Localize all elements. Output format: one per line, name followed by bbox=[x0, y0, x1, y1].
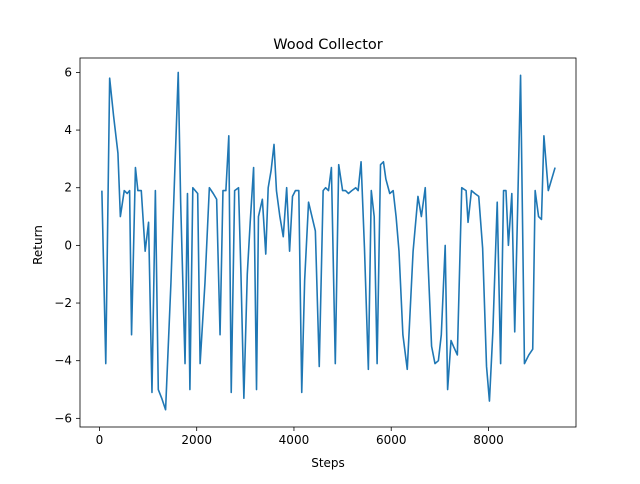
x-tick-label: 8000 bbox=[473, 433, 504, 447]
y-axis-label: Return bbox=[31, 225, 45, 265]
chart-title: Wood Collector bbox=[273, 37, 383, 53]
y-tick-label: −6 bbox=[54, 411, 72, 425]
x-tick-label: 2000 bbox=[181, 433, 212, 447]
y-tick-label: −2 bbox=[54, 296, 72, 310]
axes: 0 2000 4000 6000 8000 −6 −4 −2 0 2 4 6 bbox=[54, 57, 577, 447]
x-tick-label: 4000 bbox=[279, 433, 310, 447]
y-tick-label: 6 bbox=[64, 65, 72, 79]
x-tick-label: 0 bbox=[96, 433, 104, 447]
series-line-0 bbox=[101, 71, 556, 411]
axes-frame bbox=[79, 57, 577, 428]
y-tick-label: 0 bbox=[64, 238, 72, 252]
y-tick-label: 4 bbox=[64, 123, 72, 137]
plot-area bbox=[101, 71, 556, 411]
x-axis-label: Steps bbox=[311, 456, 345, 470]
y-tick-label: −4 bbox=[54, 354, 72, 368]
x-tick-label: 6000 bbox=[376, 433, 407, 447]
y-tick-label: 2 bbox=[64, 181, 72, 195]
